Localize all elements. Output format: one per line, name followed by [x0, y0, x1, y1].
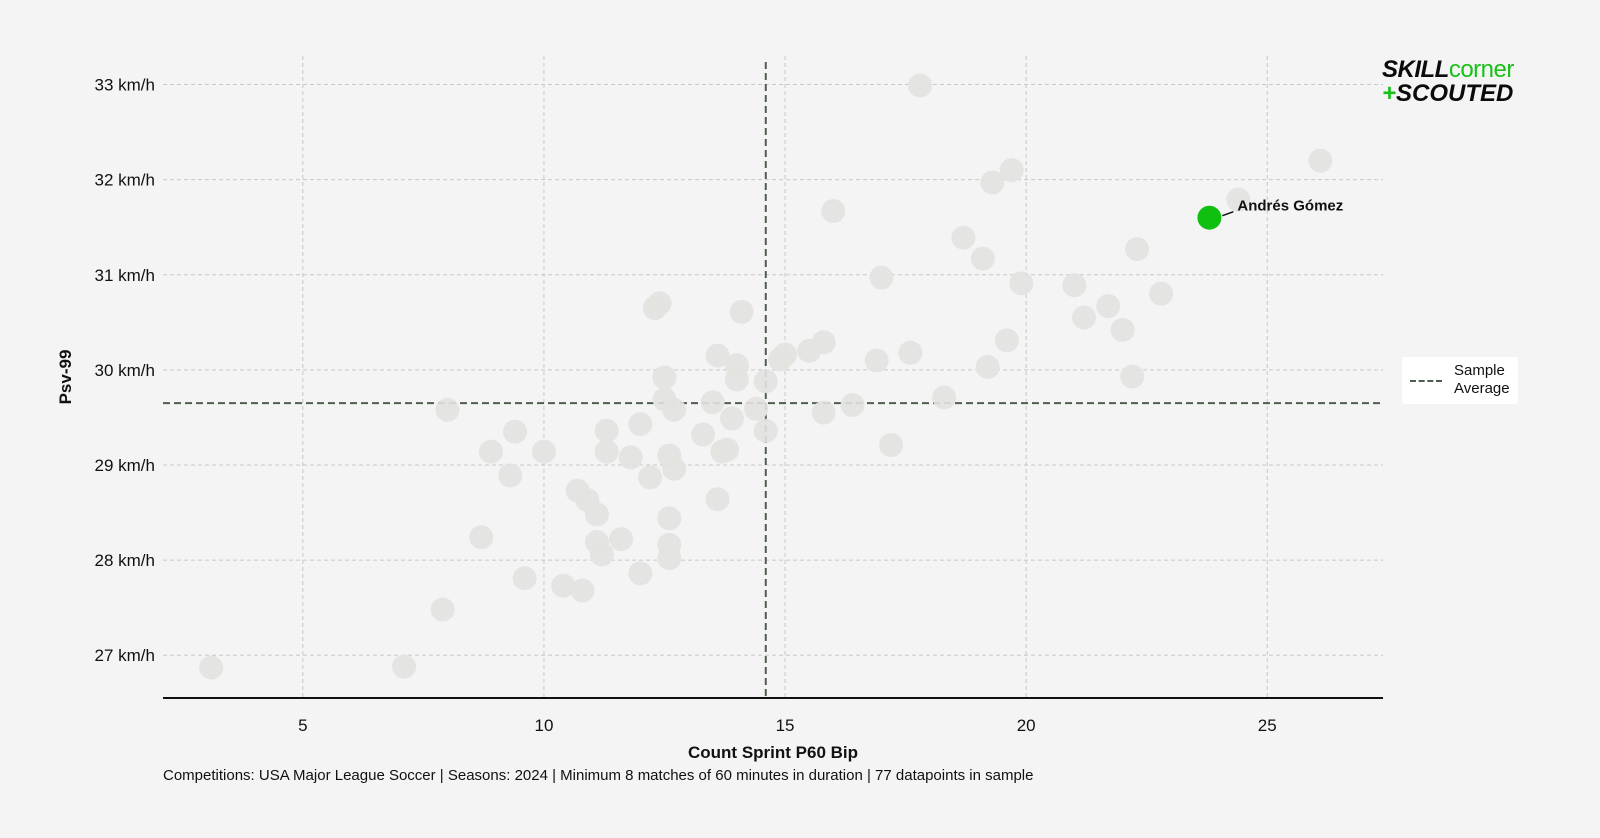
y-tick-label: 32 km/h [95, 171, 155, 190]
data-point [594, 418, 619, 443]
legend-label: Sample Average [1454, 362, 1510, 397]
data-point [512, 566, 537, 591]
data-point [1120, 364, 1145, 389]
data-point [469, 525, 494, 550]
data-point [700, 390, 725, 415]
data-point [662, 397, 687, 422]
data-point [551, 573, 576, 598]
data-point [908, 73, 933, 98]
data-point [531, 439, 556, 464]
data-point [498, 463, 523, 488]
data-point [744, 396, 769, 421]
y-tick-label: 28 km/h [95, 551, 155, 570]
y-tick-label: 27 km/h [95, 646, 155, 665]
data-point [503, 419, 528, 444]
legend: Sample Average [1402, 357, 1518, 404]
data-point [898, 340, 923, 365]
data-point [705, 487, 730, 512]
y-axis-title: Psv-99 [56, 350, 75, 405]
data-point [724, 367, 749, 392]
data-point [970, 246, 995, 271]
labels: 27 km/h 28 km/h 29 km/h 30 km/h 31 km/h 32 km… [56, 76, 1343, 762]
x-axis-title: Count Sprint P60 Bip [688, 743, 858, 762]
data-point [753, 418, 778, 443]
data-point [1125, 237, 1150, 262]
data-point [705, 343, 730, 368]
x-tick-label: 5 [298, 716, 307, 735]
data-point [821, 199, 846, 224]
data-point [1149, 281, 1174, 306]
data-point [994, 328, 1019, 353]
average-lines [163, 62, 1383, 698]
data-point [638, 465, 663, 490]
data-point [662, 456, 687, 481]
y-tick-label: 29 km/h [95, 456, 155, 475]
data-points [199, 73, 1333, 680]
data-point [199, 655, 224, 680]
highlight-label: Andrés Gómez [1237, 198, 1343, 215]
skillcorner-scouted-logo: SKILLcorner +SCOUTED [1382, 58, 1542, 112]
data-point [618, 445, 643, 470]
data-point [999, 158, 1024, 183]
data-point [729, 299, 754, 324]
data-point [691, 422, 716, 447]
y-tick-label: 31 km/h [95, 266, 155, 285]
y-tick-label: 30 km/h [95, 361, 155, 380]
data-point [864, 348, 889, 373]
highlight-point [1197, 205, 1222, 230]
data-point [811, 400, 836, 425]
logo-scouted-text: SCOUTED [1396, 80, 1514, 107]
data-point [435, 397, 460, 422]
data-point [584, 502, 609, 527]
legend-dashed-line [1410, 380, 1442, 382]
x-tick-label: 20 [1017, 716, 1036, 735]
data-point [430, 597, 455, 622]
data-point [932, 385, 957, 410]
data-point [628, 561, 653, 586]
data-point [840, 393, 865, 418]
data-point [975, 355, 1000, 380]
footnote: Competitions: USA Major League Soccer | … [163, 767, 1034, 784]
data-point [980, 170, 1005, 195]
x-tick-label: 10 [534, 716, 553, 735]
data-point [589, 542, 614, 567]
data-point [657, 532, 682, 557]
data-point [753, 369, 778, 394]
data-point [570, 578, 595, 603]
data-point [1062, 273, 1087, 298]
data-point [1072, 305, 1097, 330]
y-tick-label: 33 km/h [95, 76, 155, 95]
data-point [628, 412, 653, 437]
x-tick-label: 25 [1258, 716, 1277, 735]
data-point [869, 265, 894, 290]
data-point [951, 225, 976, 250]
data-point [647, 291, 672, 316]
data-point [1096, 294, 1121, 319]
grid-layer [163, 56, 1383, 698]
logo-plus-text: + [1382, 80, 1397, 107]
data-point [594, 439, 619, 464]
logo-corner-text: corner [1448, 56, 1515, 83]
data-point [652, 365, 677, 390]
data-point [811, 330, 836, 355]
data-point [609, 527, 634, 552]
data-point [1110, 317, 1135, 342]
highlight-connector [1222, 210, 1234, 217]
data-point [773, 342, 798, 367]
data-point [1308, 148, 1333, 173]
data-point [1009, 271, 1034, 296]
data-point [879, 433, 904, 458]
data-point [392, 654, 417, 679]
data-point [1226, 187, 1251, 212]
data-point [720, 406, 745, 431]
x-tick-label: 15 [776, 716, 795, 735]
data-point [715, 437, 740, 462]
logo-skill-text: SKILL [1382, 56, 1449, 83]
data-point [478, 439, 503, 464]
data-point [657, 506, 682, 531]
